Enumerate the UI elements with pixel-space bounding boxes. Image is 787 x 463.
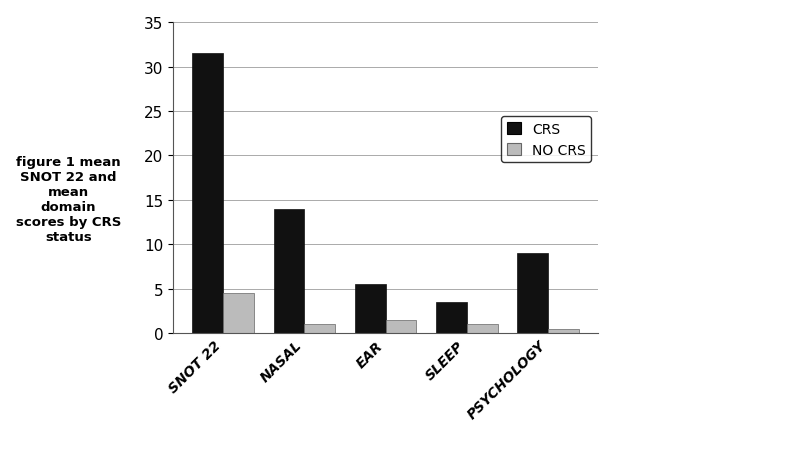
Text: figure 1 mean
SNOT 22 and
mean
domain
scores by CRS
status: figure 1 mean SNOT 22 and mean domain sc… — [16, 155, 121, 243]
Bar — [386, 320, 416, 333]
Bar — [224, 294, 254, 333]
Bar — [548, 329, 578, 333]
Bar — [305, 325, 335, 333]
Bar — [436, 302, 467, 333]
Bar — [355, 285, 386, 333]
Bar — [517, 254, 548, 333]
Bar — [467, 325, 497, 333]
Bar — [274, 209, 305, 333]
Bar — [193, 54, 224, 333]
Legend: CRS, NO CRS: CRS, NO CRS — [501, 117, 591, 163]
